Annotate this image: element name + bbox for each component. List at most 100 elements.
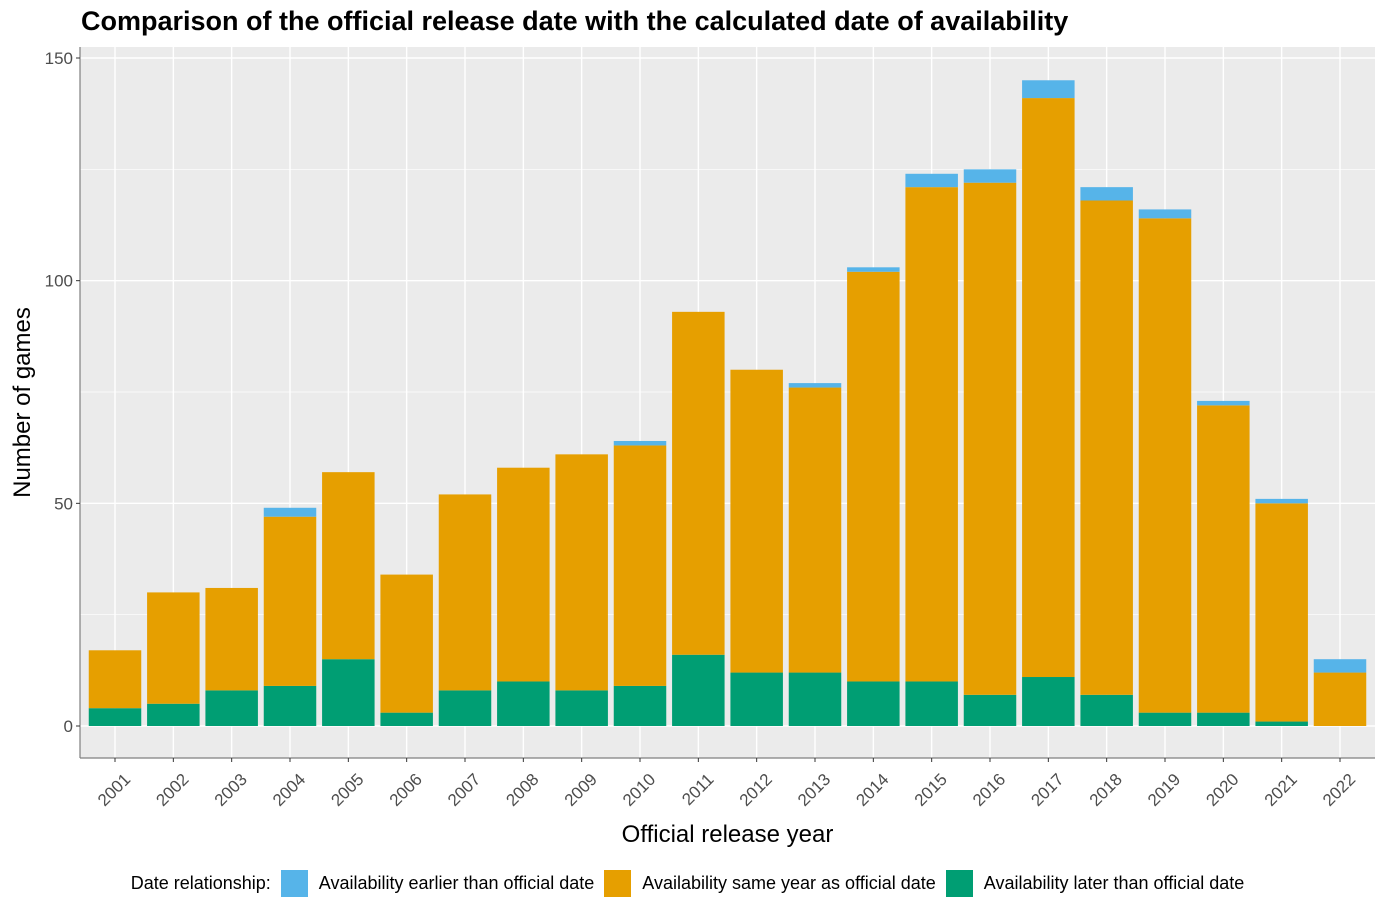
legend-swatch bbox=[604, 870, 632, 897]
x-tick-label: 2015 bbox=[911, 770, 951, 810]
x-tick-label: 2019 bbox=[1144, 770, 1184, 810]
legend: Date relationship: Availability earlier … bbox=[0, 870, 1385, 897]
x-tick-label: 2012 bbox=[736, 770, 776, 810]
bar-2005-series-1 bbox=[322, 472, 375, 660]
bar-2009-series-0 bbox=[555, 690, 608, 726]
bar-2002-series-0 bbox=[147, 703, 200, 726]
bar-2014-series-2 bbox=[847, 267, 900, 272]
bar-2017-series-0 bbox=[1022, 677, 1075, 726]
bar-2007-series-1 bbox=[438, 494, 492, 691]
x-tick-label: 2008 bbox=[502, 770, 542, 810]
bar-2021-series-1 bbox=[1255, 503, 1308, 722]
bar-2020-series-0 bbox=[1197, 712, 1250, 726]
bar-2015-series-0 bbox=[905, 681, 958, 726]
bar-2012-series-0 bbox=[730, 672, 783, 726]
legend-item: Availability earlier than official date bbox=[280, 870, 595, 897]
bar-2009-series-1 bbox=[555, 454, 608, 691]
y-axis-ticks: 0 50 100 150 bbox=[45, 49, 80, 736]
y-tick-label: 100 bbox=[45, 272, 73, 291]
bar-2008-series-1 bbox=[497, 467, 550, 682]
axes bbox=[79, 47, 1375, 759]
legend-swatch bbox=[945, 870, 973, 897]
bar-2019-series-1 bbox=[1138, 218, 1192, 713]
bar-2002-series-1 bbox=[147, 592, 200, 704]
legend-swatch bbox=[280, 870, 308, 897]
x-tick-label: 2006 bbox=[386, 770, 426, 810]
bar-2003-series-1 bbox=[205, 587, 258, 691]
x-axis-ticks: 2001 2002 2003 2004 2005 2006 2007 2008 2009 2010… bbox=[94, 758, 1359, 810]
x-tick-label: 2002 bbox=[152, 770, 192, 810]
x-tick-label: 2004 bbox=[269, 770, 309, 810]
bar-2004-series-1 bbox=[263, 516, 317, 686]
bar-2016-series-1 bbox=[963, 182, 1017, 695]
legend-label: Availability earlier than official date bbox=[318, 873, 595, 893]
bar-2019-series-2 bbox=[1138, 209, 1192, 219]
bar-2005-series-0 bbox=[322, 659, 375, 726]
bar-2021-series-2 bbox=[1255, 498, 1308, 504]
bar-2011-series-0 bbox=[672, 654, 725, 726]
legend-item: Availability same year as official date bbox=[604, 870, 936, 897]
x-tick-label: 2016 bbox=[969, 770, 1009, 810]
bar-2015-series-1 bbox=[905, 187, 958, 682]
bar-2013-series-2 bbox=[788, 383, 842, 388]
bar-2014-series-1 bbox=[847, 271, 900, 682]
x-tick-label: 2011 bbox=[678, 770, 717, 809]
bar-2007-series-0 bbox=[438, 690, 492, 726]
bar-2001-series-0 bbox=[88, 708, 142, 726]
bars bbox=[88, 80, 1367, 726]
legend-title: Date relationship: bbox=[130, 873, 271, 893]
bar-2011-series-1 bbox=[672, 311, 725, 655]
bar-2022-series-2 bbox=[1313, 659, 1367, 673]
x-tick-label: 2001 bbox=[94, 770, 134, 810]
bar-2008-series-0 bbox=[497, 681, 550, 726]
bar-2010-series-0 bbox=[613, 685, 667, 726]
x-tick-label: 2014 bbox=[852, 770, 892, 810]
bar-2012-series-1 bbox=[730, 369, 783, 673]
bar-2004-series-0 bbox=[263, 685, 317, 726]
x-tick-label: 2013 bbox=[794, 770, 834, 810]
y-tick-label: 0 bbox=[64, 717, 73, 736]
y-tick-label: 50 bbox=[54, 494, 73, 513]
x-axis-title: Official release year bbox=[622, 821, 834, 848]
bar-2019-series-0 bbox=[1138, 712, 1192, 726]
legend-label: Availability later than official date bbox=[983, 873, 1245, 893]
y-tick-label: 150 bbox=[45, 49, 73, 68]
x-tick-label: 2009 bbox=[561, 770, 601, 810]
bar-2010-series-2 bbox=[613, 440, 667, 446]
bar-2018-series-0 bbox=[1080, 694, 1133, 726]
bar-2013-series-1 bbox=[788, 387, 842, 673]
bar-2018-series-1 bbox=[1080, 200, 1133, 695]
bar-2014-series-0 bbox=[847, 681, 900, 726]
y-axis-title: Number of games bbox=[9, 307, 36, 498]
x-tick-label: 2020 bbox=[1202, 770, 1242, 810]
x-tick-label: 2010 bbox=[619, 770, 659, 810]
x-tick-label: 2018 bbox=[1086, 770, 1126, 810]
x-tick-label: 2022 bbox=[1319, 770, 1359, 810]
x-tick-label: 2017 bbox=[1027, 770, 1067, 810]
x-tick-label: 2003 bbox=[211, 770, 251, 810]
bar-2016-series-2 bbox=[963, 169, 1017, 183]
x-tick-label: 2007 bbox=[444, 770, 484, 810]
bar-2006-series-1 bbox=[380, 574, 433, 713]
chart-title: Comparison of the official release date … bbox=[81, 6, 1069, 36]
bar-2017-series-1 bbox=[1022, 98, 1075, 678]
x-tick-label: 2021 bbox=[1261, 770, 1301, 810]
bar-2021-series-0 bbox=[1255, 721, 1308, 726]
bar-2022-series-1 bbox=[1313, 672, 1367, 726]
legend-item: Availability later than official date bbox=[945, 870, 1245, 897]
bar-2006-series-0 bbox=[380, 712, 433, 726]
bar-2003-series-0 bbox=[205, 690, 258, 726]
bar-2013-series-0 bbox=[788, 672, 842, 726]
legend-label: Availability same year as official date bbox=[642, 873, 936, 893]
bar-2020-series-2 bbox=[1197, 400, 1250, 406]
bar-2010-series-1 bbox=[613, 445, 667, 686]
x-tick-label: 2005 bbox=[327, 770, 367, 810]
bar-2018-series-2 bbox=[1080, 187, 1133, 201]
bar-2017-series-2 bbox=[1022, 80, 1075, 99]
bar-2004-series-2 bbox=[263, 507, 317, 517]
bar-2001-series-1 bbox=[88, 650, 142, 709]
bar-2015-series-2 bbox=[905, 173, 958, 188]
bar-2020-series-1 bbox=[1197, 405, 1250, 713]
bar-2016-series-0 bbox=[963, 694, 1017, 726]
